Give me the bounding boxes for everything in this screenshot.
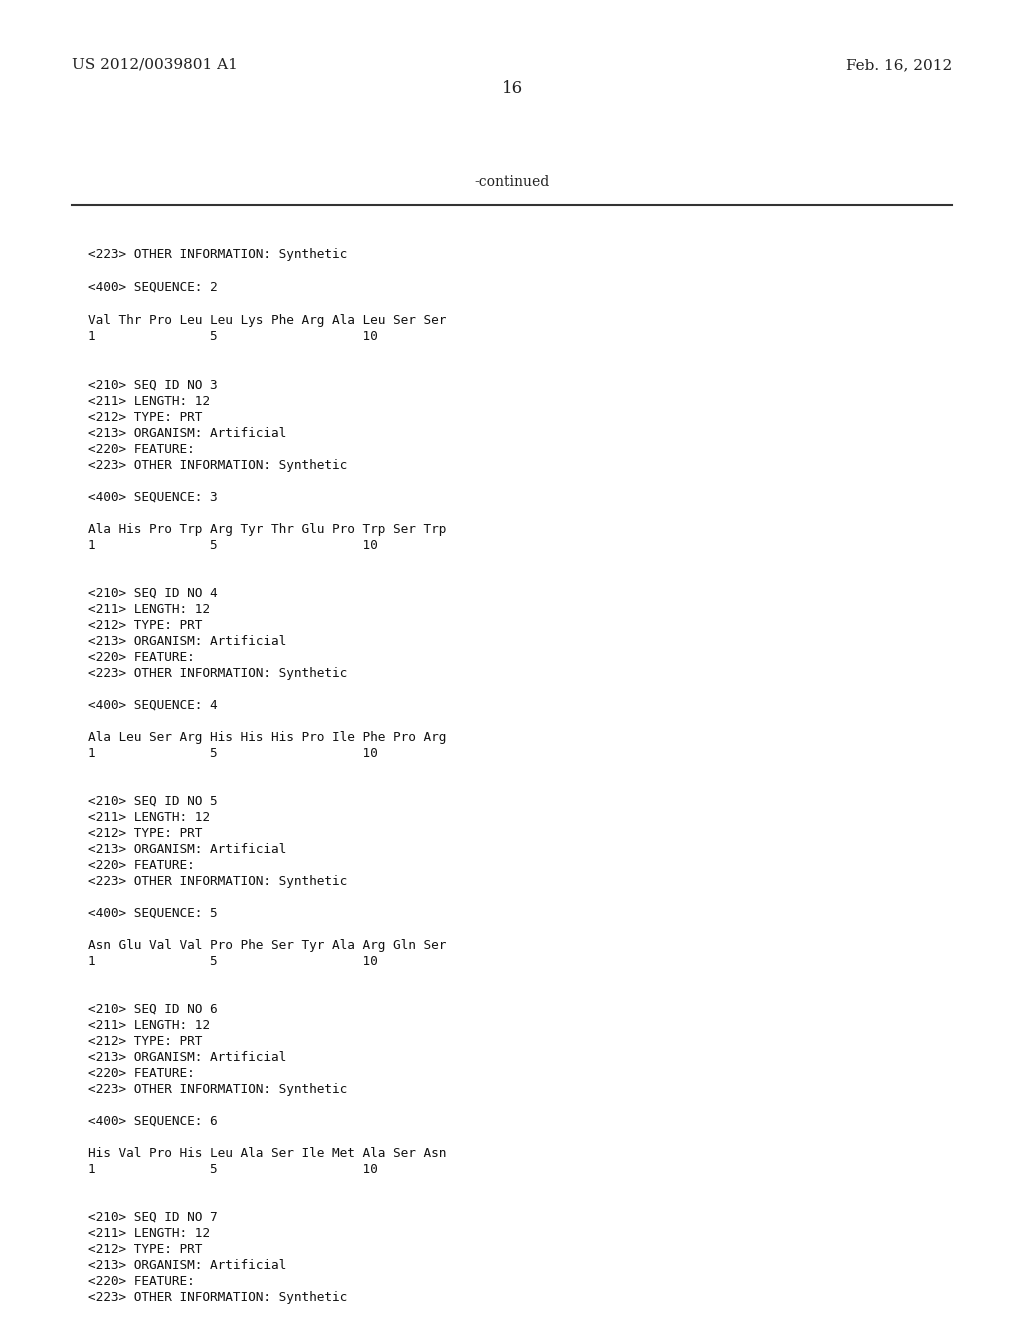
Text: <212> TYPE: PRT: <212> TYPE: PRT xyxy=(88,411,203,424)
Text: 1               5                   10: 1 5 10 xyxy=(88,747,378,760)
Text: <212> TYPE: PRT: <212> TYPE: PRT xyxy=(88,828,203,840)
Text: <223> OTHER INFORMATION: Synthetic: <223> OTHER INFORMATION: Synthetic xyxy=(88,248,347,261)
Text: <213> ORGANISM: Artificial: <213> ORGANISM: Artificial xyxy=(88,635,287,648)
Text: 1               5                   10: 1 5 10 xyxy=(88,1163,378,1176)
Text: Asn Glu Val Val Pro Phe Ser Tyr Ala Arg Gln Ser: Asn Glu Val Val Pro Phe Ser Tyr Ala Arg … xyxy=(88,939,446,952)
Text: 1               5                   10: 1 5 10 xyxy=(88,954,378,968)
Text: <400> SEQUENCE: 5: <400> SEQUENCE: 5 xyxy=(88,907,218,920)
Text: <220> FEATURE:: <220> FEATURE: xyxy=(88,1275,195,1288)
Text: <212> TYPE: PRT: <212> TYPE: PRT xyxy=(88,619,203,632)
Text: <211> LENGTH: 12: <211> LENGTH: 12 xyxy=(88,603,210,616)
Text: <223> OTHER INFORMATION: Synthetic: <223> OTHER INFORMATION: Synthetic xyxy=(88,667,347,680)
Text: <400> SEQUENCE: 4: <400> SEQUENCE: 4 xyxy=(88,700,218,711)
Text: US 2012/0039801 A1: US 2012/0039801 A1 xyxy=(72,58,238,73)
Text: -continued: -continued xyxy=(474,176,550,189)
Text: <212> TYPE: PRT: <212> TYPE: PRT xyxy=(88,1243,203,1257)
Text: <220> FEATURE:: <220> FEATURE: xyxy=(88,1067,195,1080)
Text: <220> FEATURE:: <220> FEATURE: xyxy=(88,651,195,664)
Text: <400> SEQUENCE: 3: <400> SEQUENCE: 3 xyxy=(88,491,218,504)
Text: <211> LENGTH: 12: <211> LENGTH: 12 xyxy=(88,810,210,824)
Text: <223> OTHER INFORMATION: Synthetic: <223> OTHER INFORMATION: Synthetic xyxy=(88,875,347,888)
Text: Ala Leu Ser Arg His His His Pro Ile Phe Pro Arg: Ala Leu Ser Arg His His His Pro Ile Phe … xyxy=(88,731,446,744)
Text: Feb. 16, 2012: Feb. 16, 2012 xyxy=(846,58,952,73)
Text: <220> FEATURE:: <220> FEATURE: xyxy=(88,444,195,455)
Text: <213> ORGANISM: Artificial: <213> ORGANISM: Artificial xyxy=(88,1051,287,1064)
Text: <211> LENGTH: 12: <211> LENGTH: 12 xyxy=(88,395,210,408)
Text: <211> LENGTH: 12: <211> LENGTH: 12 xyxy=(88,1019,210,1032)
Text: <213> ORGANISM: Artificial: <213> ORGANISM: Artificial xyxy=(88,843,287,855)
Text: 1               5                   10: 1 5 10 xyxy=(88,330,378,343)
Text: His Val Pro His Leu Ala Ser Ile Met Ala Ser Asn: His Val Pro His Leu Ala Ser Ile Met Ala … xyxy=(88,1147,446,1160)
Text: <210> SEQ ID NO 7: <210> SEQ ID NO 7 xyxy=(88,1210,218,1224)
Text: <210> SEQ ID NO 3: <210> SEQ ID NO 3 xyxy=(88,379,218,392)
Text: <220> FEATURE:: <220> FEATURE: xyxy=(88,859,195,873)
Text: <212> TYPE: PRT: <212> TYPE: PRT xyxy=(88,1035,203,1048)
Text: 1               5                   10: 1 5 10 xyxy=(88,539,378,552)
Text: <223> OTHER INFORMATION: Synthetic: <223> OTHER INFORMATION: Synthetic xyxy=(88,1082,347,1096)
Text: Val Thr Pro Leu Leu Lys Phe Arg Ala Leu Ser Ser: Val Thr Pro Leu Leu Lys Phe Arg Ala Leu … xyxy=(88,314,446,327)
Text: <400> SEQUENCE: 2: <400> SEQUENCE: 2 xyxy=(88,281,218,294)
Text: <213> ORGANISM: Artificial: <213> ORGANISM: Artificial xyxy=(88,426,287,440)
Text: <211> LENGTH: 12: <211> LENGTH: 12 xyxy=(88,1228,210,1239)
Text: 16: 16 xyxy=(502,81,522,96)
Text: Ala His Pro Trp Arg Tyr Thr Glu Pro Trp Ser Trp: Ala His Pro Trp Arg Tyr Thr Glu Pro Trp … xyxy=(88,523,446,536)
Text: <210> SEQ ID NO 5: <210> SEQ ID NO 5 xyxy=(88,795,218,808)
Text: <223> OTHER INFORMATION: Synthetic: <223> OTHER INFORMATION: Synthetic xyxy=(88,1291,347,1304)
Text: <400> SEQUENCE: 6: <400> SEQUENCE: 6 xyxy=(88,1115,218,1129)
Text: <223> OTHER INFORMATION: Synthetic: <223> OTHER INFORMATION: Synthetic xyxy=(88,459,347,473)
Text: <213> ORGANISM: Artificial: <213> ORGANISM: Artificial xyxy=(88,1259,287,1272)
Text: <210> SEQ ID NO 6: <210> SEQ ID NO 6 xyxy=(88,1003,218,1016)
Text: <210> SEQ ID NO 4: <210> SEQ ID NO 4 xyxy=(88,587,218,601)
